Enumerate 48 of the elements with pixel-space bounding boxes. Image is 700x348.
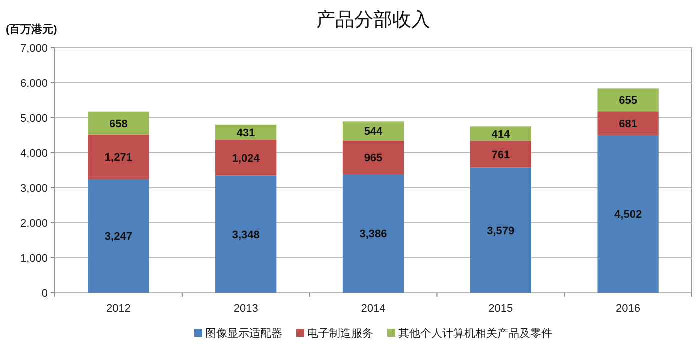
bar — [88, 134, 150, 180]
chart-title: 产品分部收入 — [316, 9, 430, 31]
legend-label: 其他个人计算机相关产品及零件 — [398, 327, 552, 340]
bar — [216, 176, 277, 293]
data-label: 3,579 — [487, 225, 515, 238]
y-tick-label: 2,000 — [20, 218, 48, 230]
bar — [342, 140, 404, 174]
data-label: 1,271 — [104, 152, 132, 164]
x-tick-label: 2013 — [234, 303, 258, 315]
y-tick-label: 3,000 — [20, 183, 48, 195]
bar — [598, 112, 659, 136]
data-label: 3,386 — [360, 228, 388, 241]
bar — [470, 126, 532, 142]
data-label: 544 — [364, 126, 384, 138]
bar — [342, 174, 404, 293]
y-tick-label: 0 — [42, 288, 48, 300]
bar — [88, 179, 150, 293]
legend-label: 图像显示适配器 — [206, 327, 282, 340]
data-label: 655 — [619, 95, 638, 108]
x-tick-label: 2016 — [616, 303, 641, 315]
data-label: 4,502 — [614, 209, 642, 222]
data-label: 3,348 — [232, 229, 260, 242]
y-tick-label: 5,000 — [20, 113, 48, 125]
bar — [216, 140, 277, 176]
bar — [470, 168, 532, 293]
x-tick-label: 2012 — [106, 303, 131, 315]
y-tick-label: 4,000 — [20, 148, 48, 160]
y-tick-label: 1,000 — [20, 253, 48, 265]
y-axis-title: (百万港元) — [6, 23, 58, 36]
y-tick-label: 7,000 — [20, 43, 48, 55]
data-label: 1,024 — [232, 152, 261, 165]
x-tick-label: 2015 — [488, 303, 514, 315]
bar — [88, 112, 150, 135]
data-label: 414 — [492, 128, 511, 141]
bar — [342, 122, 404, 141]
y-tick-label: 6,000 — [20, 78, 48, 90]
bar — [598, 135, 659, 293]
data-label: 658 — [110, 118, 128, 130]
legend-label: 电子制造服务 — [308, 327, 374, 340]
bar — [598, 88, 659, 112]
data-label: 965 — [364, 152, 383, 165]
x-tick-label: 2014 — [361, 303, 386, 315]
data-label: 431 — [236, 127, 256, 140]
data-label: 3,247 — [104, 231, 132, 244]
bar — [470, 141, 532, 168]
data-label: 681 — [619, 118, 638, 131]
bar — [216, 124, 277, 140]
data-label: 761 — [492, 149, 510, 162]
